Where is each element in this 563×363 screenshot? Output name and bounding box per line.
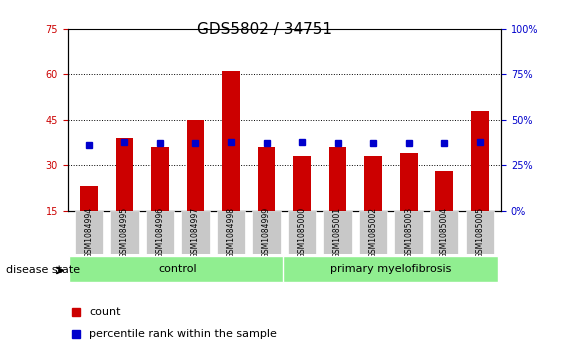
FancyBboxPatch shape [146, 211, 174, 254]
Bar [222, 72, 240, 256]
Bar [329, 147, 346, 256]
Text: GSM1084996: GSM1084996 [155, 207, 164, 258]
Text: GSM1084995: GSM1084995 [120, 207, 129, 258]
FancyBboxPatch shape [288, 211, 316, 254]
Bar [293, 156, 311, 256]
Text: control: control [158, 264, 197, 274]
FancyBboxPatch shape [181, 211, 209, 254]
Text: GSM1084994: GSM1084994 [84, 207, 93, 258]
FancyBboxPatch shape [395, 211, 423, 254]
FancyBboxPatch shape [466, 211, 494, 254]
Bar [151, 147, 169, 256]
Text: GSM1085003: GSM1085003 [404, 207, 413, 258]
Text: GSM1085005: GSM1085005 [475, 207, 484, 258]
Text: disease state: disease state [6, 265, 80, 276]
Text: percentile rank within the sample: percentile rank within the sample [89, 329, 277, 339]
FancyBboxPatch shape [110, 211, 138, 254]
Text: GDS5802 / 34751: GDS5802 / 34751 [197, 22, 332, 37]
Text: GSM1085004: GSM1085004 [440, 207, 449, 258]
Bar [435, 171, 453, 256]
Bar [80, 186, 98, 256]
Text: GSM1085000: GSM1085000 [298, 207, 307, 258]
FancyBboxPatch shape [75, 211, 103, 254]
Bar [471, 111, 489, 256]
Text: GSM1084999: GSM1084999 [262, 207, 271, 258]
Bar [400, 153, 418, 256]
Bar [258, 147, 275, 256]
Text: count: count [89, 307, 120, 317]
FancyBboxPatch shape [323, 211, 352, 254]
Text: GSM1084997: GSM1084997 [191, 207, 200, 258]
Bar [186, 120, 204, 256]
Bar [364, 156, 382, 256]
Text: GSM1085002: GSM1085002 [369, 207, 378, 258]
FancyBboxPatch shape [283, 256, 498, 282]
FancyBboxPatch shape [252, 211, 281, 254]
FancyBboxPatch shape [69, 256, 284, 282]
Text: primary myelofibrosis: primary myelofibrosis [330, 264, 452, 274]
Bar [115, 138, 133, 256]
Text: GSM1084998: GSM1084998 [226, 207, 235, 258]
FancyBboxPatch shape [217, 211, 245, 254]
FancyBboxPatch shape [430, 211, 458, 254]
FancyBboxPatch shape [359, 211, 387, 254]
Text: GSM1085001: GSM1085001 [333, 207, 342, 258]
